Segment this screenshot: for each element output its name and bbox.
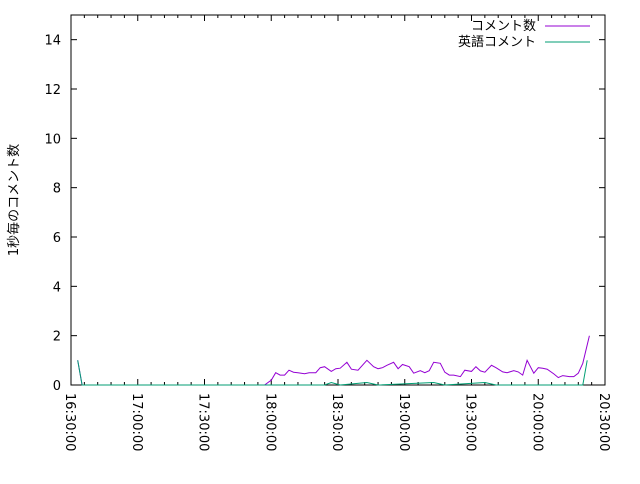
x-tick-label: 19:00:00 xyxy=(396,393,411,451)
x-tick-label: 16:30:00 xyxy=(62,393,77,451)
y-tick-label: 2 xyxy=(53,330,61,345)
series-line-0 xyxy=(78,336,590,385)
x-tick-label: 17:00:00 xyxy=(129,393,144,451)
series-line-1 xyxy=(78,360,588,385)
y-tick-label: 0 xyxy=(53,379,61,394)
plot-border xyxy=(71,15,605,385)
x-tick-label: 17:30:00 xyxy=(196,393,211,451)
x-tick-label: 20:00:00 xyxy=(529,393,544,451)
legend-label-1: 英語コメント xyxy=(458,34,536,50)
y-tick-label: 8 xyxy=(53,182,61,197)
legend: コメント数 英語コメント xyxy=(458,19,590,50)
y-axis-label: 1秒毎のコメント数 xyxy=(6,144,22,256)
y-tick-label: 10 xyxy=(44,132,61,147)
y-tick-label: 6 xyxy=(53,231,61,246)
x-tick-label: 20:30:00 xyxy=(596,393,611,451)
x-tick-label: 19:30:00 xyxy=(463,393,478,451)
x-tick-label: 18:30:00 xyxy=(329,393,344,451)
x-tick-label: 18:00:00 xyxy=(262,393,277,451)
y-tick-label: 4 xyxy=(53,280,61,295)
y-tick-label: 14 xyxy=(44,34,61,49)
y-tick-label: 12 xyxy=(44,83,61,98)
legend-label-0: コメント数 xyxy=(471,19,536,34)
